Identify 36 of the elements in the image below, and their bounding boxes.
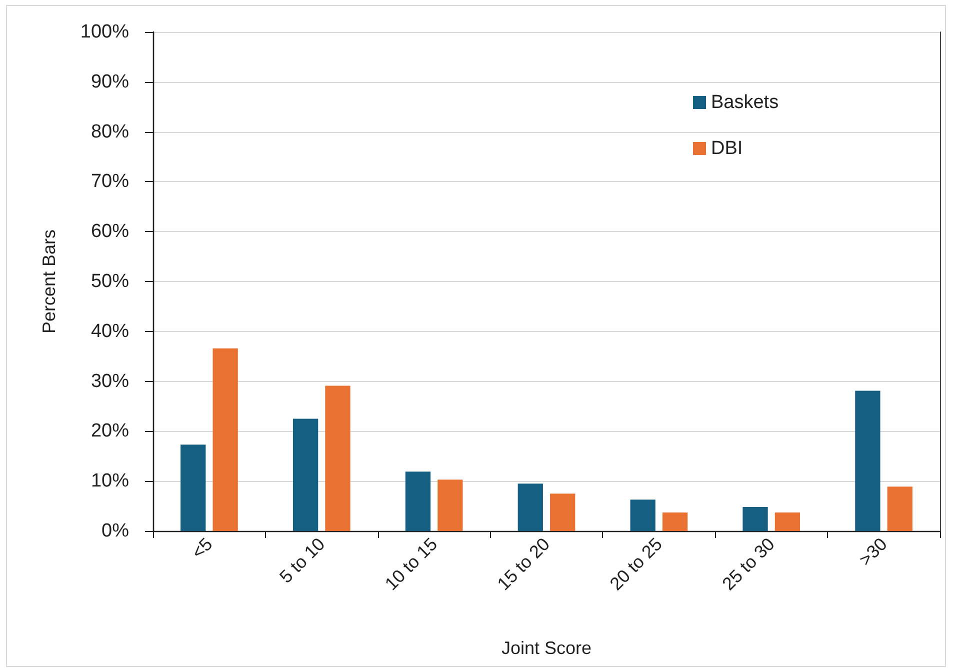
bar [774,512,800,531]
bar [742,507,768,531]
y-tick-label: 100% [80,22,130,42]
bar [887,486,912,531]
x-tick-label: 15 to 20 [493,534,554,594]
x-tick-label: 25 to 30 [718,534,778,594]
y-tick-label: 60% [90,221,130,242]
x-tick-label: 20 to 25 [606,534,666,594]
x-tick-label: <5 [188,534,216,563]
x-tick-label: >30 [855,534,891,570]
bar [550,494,576,531]
y-axis-title: Percent Bars [39,229,59,334]
bar [405,472,431,531]
bar [855,390,880,531]
bar [662,512,688,531]
y-tick-label: 40% [90,320,130,342]
x-axis-title: Joint Score [501,638,592,658]
y-tick-label: 90% [90,71,130,92]
y-tick-label: 70% [90,171,130,192]
bar [180,444,206,531]
bar [630,500,656,531]
bar [212,348,238,531]
y-tick-label: 20% [90,420,130,442]
bar [518,484,543,531]
bar [292,418,318,531]
x-tick-label: 5 to 10 [276,534,329,587]
y-tick-label: 80% [90,121,130,142]
bar [438,480,463,531]
y-tick-label: 30% [90,370,130,392]
y-tick-label: 50% [90,271,130,292]
legend-label: DBI [711,138,743,159]
legend-label: Baskets [711,92,779,113]
y-tick-label: 0% [102,520,130,542]
x-tick-label: 10 to 15 [381,534,442,594]
bar [325,386,350,531]
y-tick-label: 10% [90,470,130,492]
